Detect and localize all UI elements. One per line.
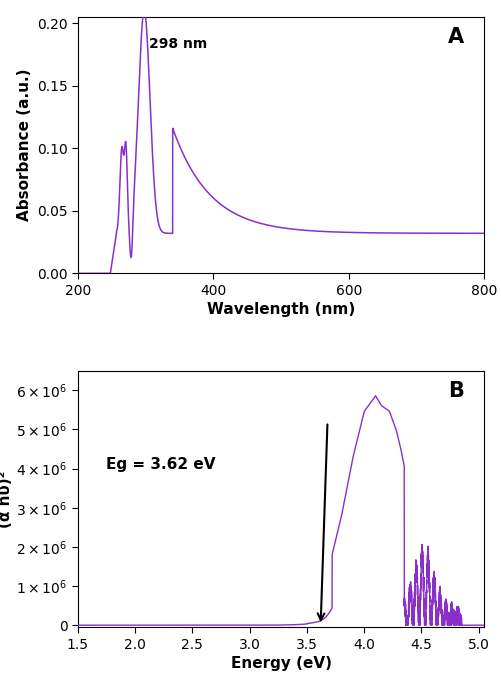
Text: B: B [447, 381, 463, 401]
X-axis label: Wavelength (nm): Wavelength (nm) [206, 302, 355, 317]
Text: Eg = 3.62 eV: Eg = 3.62 eV [106, 456, 215, 472]
Y-axis label: Absorbance (a.u.): Absorbance (a.u.) [18, 69, 33, 222]
X-axis label: Energy (eV): Energy (eV) [230, 656, 331, 671]
Text: A: A [447, 27, 463, 47]
Y-axis label: (α hυ)²: (α hυ)² [0, 471, 14, 527]
Text: 298 nm: 298 nm [149, 37, 207, 51]
